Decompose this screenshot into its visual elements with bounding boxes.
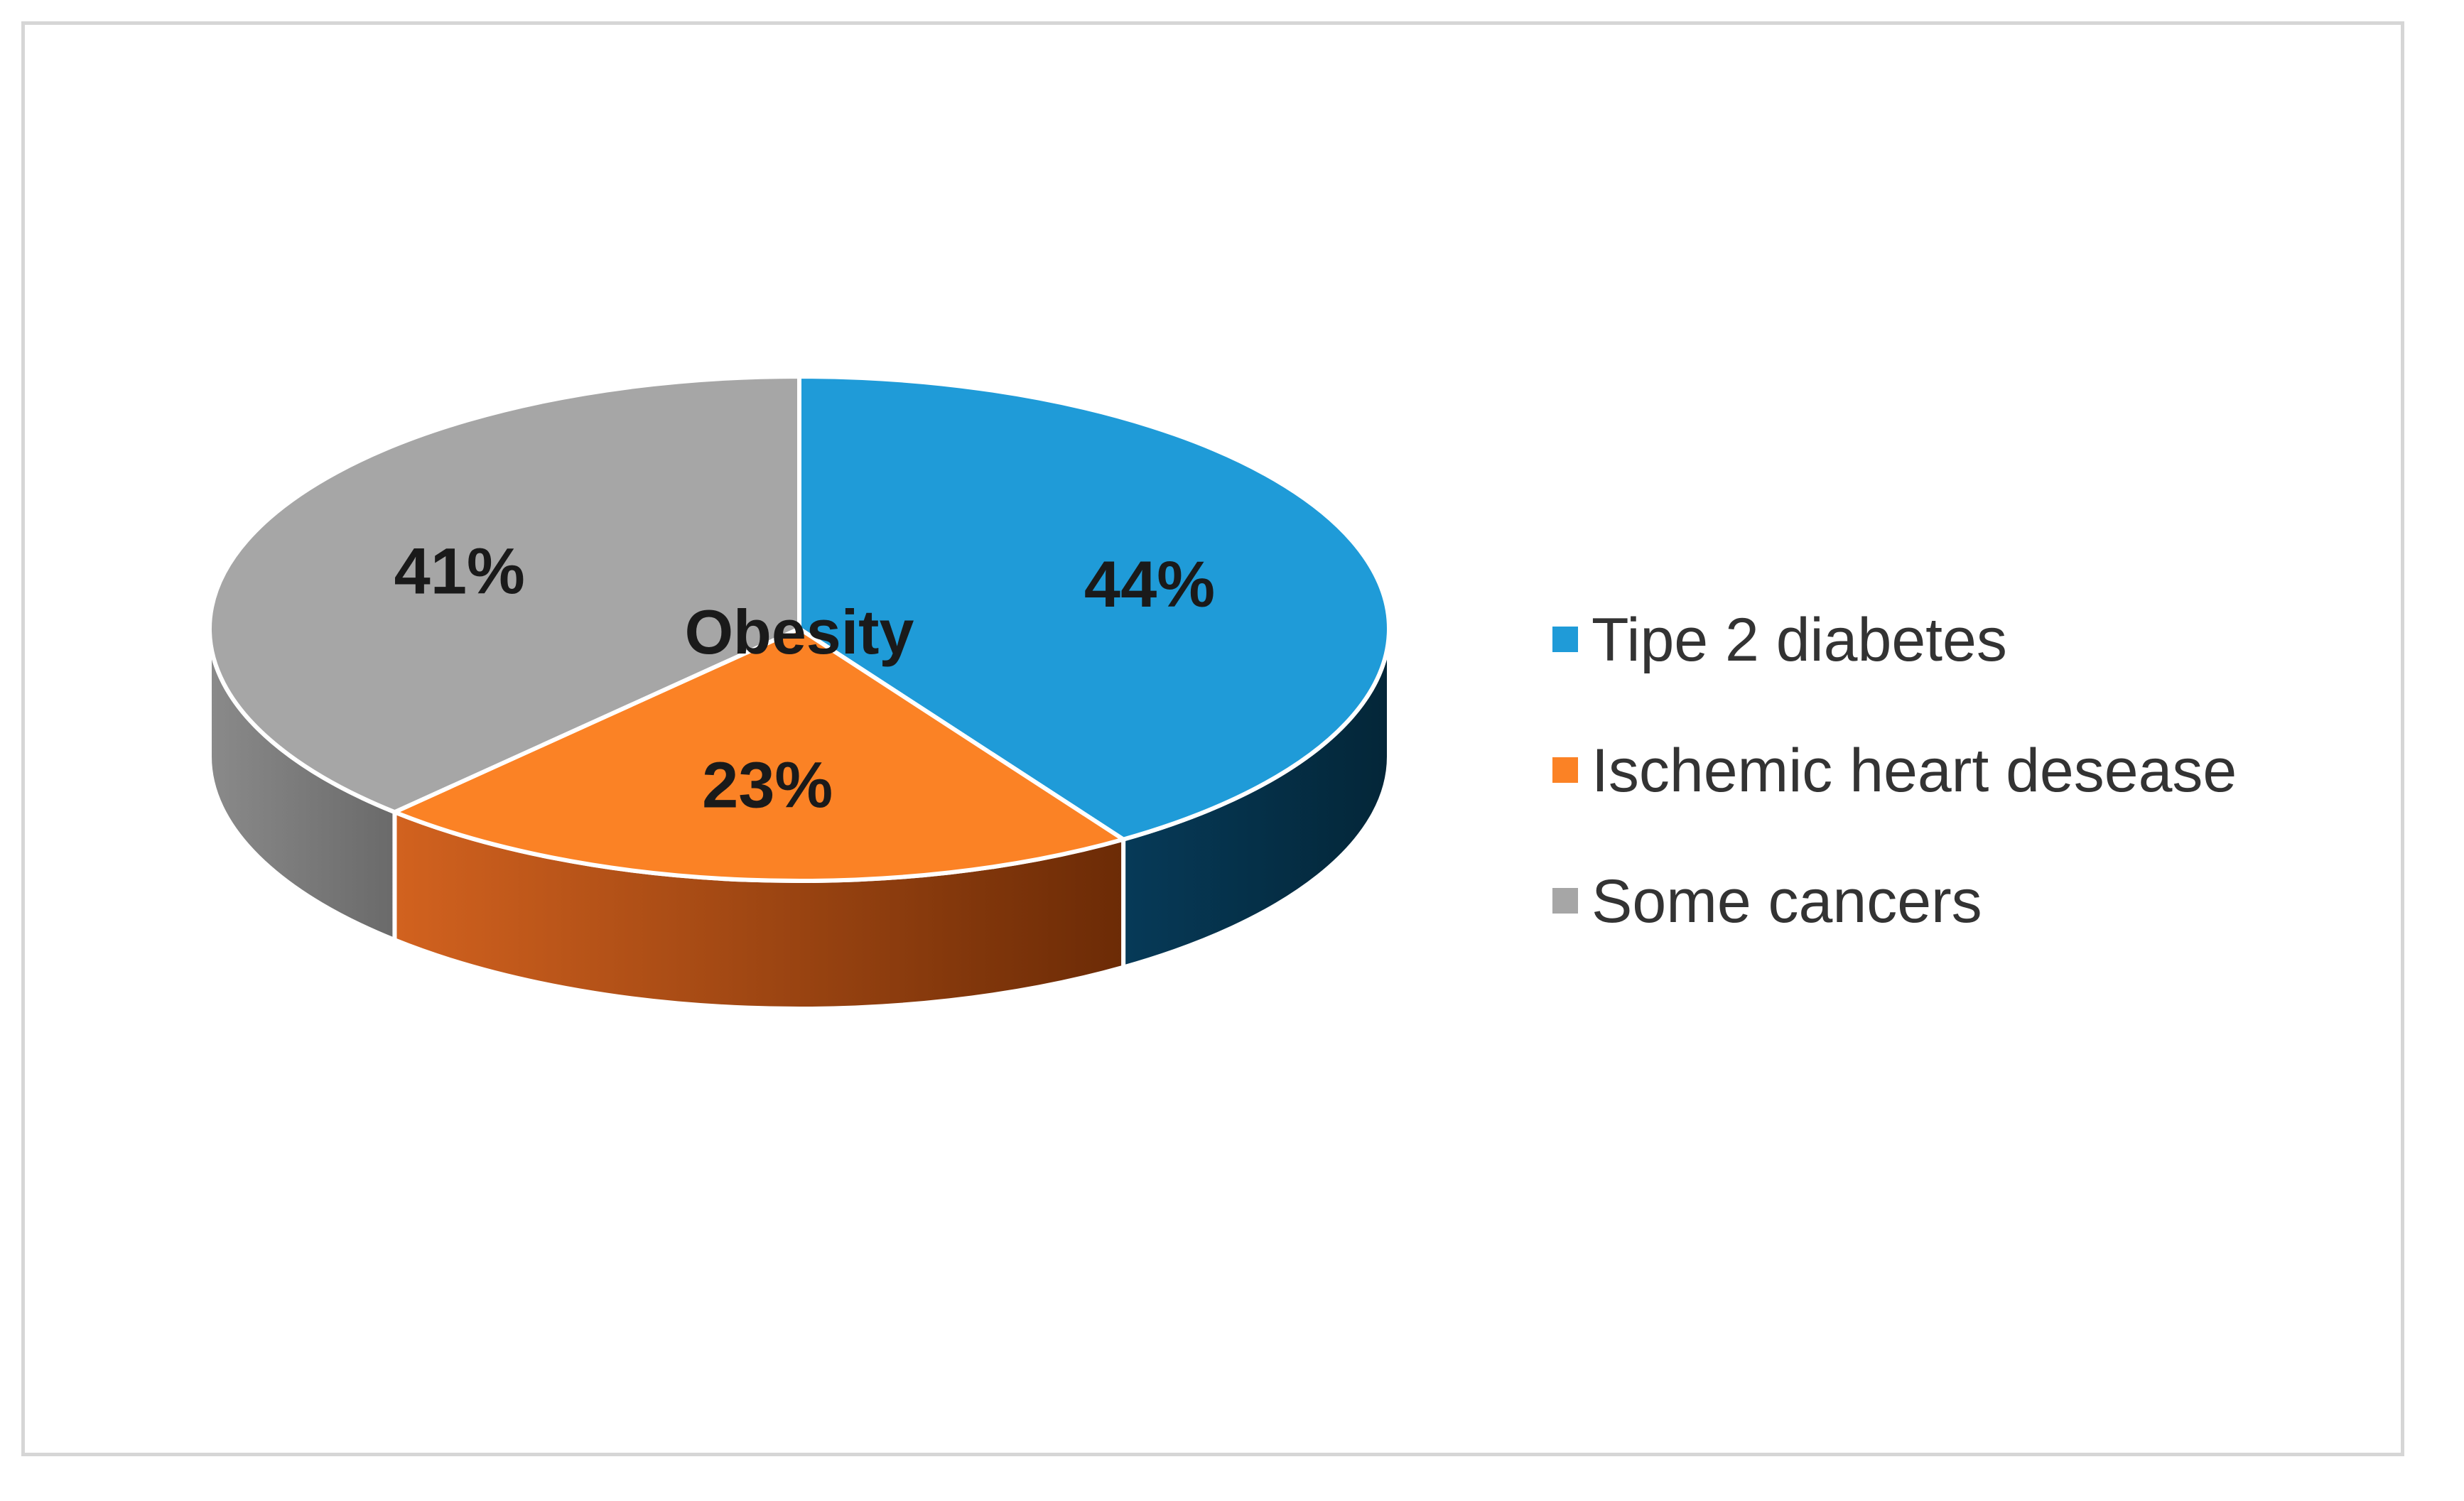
legend-swatch: [1552, 627, 1578, 652]
data-label-tipe-2-diabetes: 44%: [1084, 548, 1215, 621]
legend-item-some-cancers: Some cancers: [1552, 867, 1982, 936]
chart-frame: 44% 23% 41% Obesity Tipe 2 diabetes Ischem…: [21, 21, 2404, 1456]
pie-slice-ischemic-heart-desease: [392, 627, 1126, 883]
legend-label: Tipe 2 diabetes: [1592, 606, 2007, 674]
pie-slice-some-cancers: [207, 374, 801, 815]
pie-labels: 44% 23% 41%: [394, 536, 1215, 822]
center-label: Obesity: [685, 597, 914, 667]
data-label-some-cancers: 41%: [394, 536, 525, 608]
legend-label: Some cancers: [1592, 867, 1982, 936]
data-label-ischemic-heart-desease: 23%: [702, 749, 833, 821]
legend: Tipe 2 diabetes Ischemic heart desease S…: [1552, 606, 2237, 936]
legend-label: Ischemic heart desease: [1592, 737, 2237, 805]
legend-swatch: [1552, 757, 1578, 783]
pie-chart: 44% 23% 41% Obesity Tipe 2 diabetes Ischem…: [207, 374, 2237, 1011]
legend-item-tipe-2-diabetes: Tipe 2 diabetes: [1552, 606, 2007, 674]
legend-swatch: [1552, 888, 1578, 914]
pie-tops: [207, 374, 1391, 883]
legend-item-ischemic-heart-desease: Ischemic heart desease: [1552, 737, 2237, 805]
